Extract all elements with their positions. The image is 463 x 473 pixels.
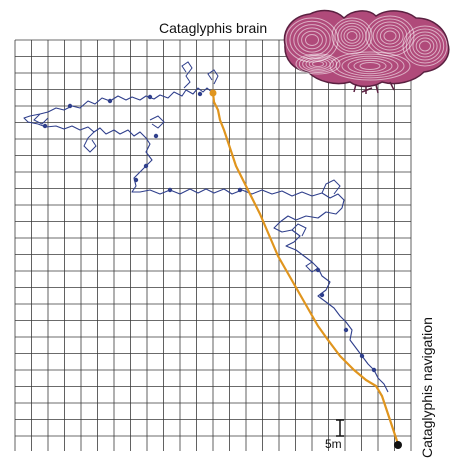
scale-bar: 5m — [325, 419, 344, 451]
outbound-marker-dot — [197, 91, 203, 97]
brain-contour-line — [305, 34, 319, 46]
brain-contour-line — [409, 31, 441, 61]
brain-contour-line — [346, 31, 358, 41]
brain-contour-line — [402, 25, 448, 67]
brain-label: Cataglyphis brain — [159, 20, 267, 36]
brain-contour-line — [297, 27, 327, 53]
outbound-marker-dot — [147, 94, 153, 100]
brain-contour-line — [405, 28, 445, 64]
brain-contour-line — [308, 59, 328, 69]
brain-contour-line — [334, 20, 370, 52]
brain-contour-line — [419, 40, 431, 52]
outbound-marker-dot — [315, 267, 321, 273]
brain-contour-line — [347, 57, 393, 75]
homing-return-path — [211, 92, 400, 445]
brain-contour-line — [329, 51, 411, 81]
outbound-marker-dot — [371, 367, 377, 373]
brain-contour-line — [353, 59, 387, 73]
brain-contour-line — [298, 55, 338, 73]
outbound-search-path — [23, 87, 389, 393]
scale-label: 5m — [325, 437, 342, 451]
brain-contour-line — [412, 34, 438, 58]
outbound-marker-dot — [167, 187, 173, 193]
brain-contour-line — [331, 17, 373, 55]
brain-contour-line — [415, 37, 435, 55]
outbound-marker-dot — [133, 177, 139, 183]
brain-stripes — [285, 15, 448, 81]
outbound-marker-dot — [237, 187, 243, 193]
start-point-marker — [209, 89, 217, 97]
brain-contour-line — [301, 30, 323, 50]
ant-brain-illustration — [283, 9, 450, 94]
outbound-marker-dot — [319, 292, 325, 298]
outbound-marker-dot — [359, 353, 365, 359]
outbound-marker-dot — [107, 98, 113, 104]
brain-contour-line — [372, 21, 408, 51]
brain-contour-line — [383, 30, 397, 42]
outbound-marker-dot — [67, 103, 73, 109]
brain-contour-line — [302, 56, 334, 72]
outbound-marker-dot — [153, 133, 159, 139]
brain-contour-line — [285, 17, 339, 63]
nest-end-point-marker — [394, 441, 402, 449]
brain-contour-line — [312, 61, 324, 67]
brain-contour-line — [379, 27, 401, 45]
brain-contour-line — [341, 55, 399, 77]
grid — [14, 39, 412, 451]
outbound-search-loops — [33, 61, 341, 273]
outbound-marker-dot — [143, 163, 149, 169]
navigation-label: Cataglyphis navigation — [419, 317, 435, 458]
brain-contour-line — [305, 58, 331, 70]
brain-contour-line — [343, 28, 361, 44]
outbound-marker-dot — [343, 327, 349, 333]
brain-contour-line — [293, 24, 331, 56]
outbound-marker-dot — [42, 123, 48, 129]
outbound-path-markers — [42, 91, 377, 373]
brain-contour-line — [359, 62, 381, 70]
brain-contour-line — [340, 25, 364, 47]
brain-contour-line — [376, 24, 404, 48]
brain-contour-line — [295, 53, 341, 75]
